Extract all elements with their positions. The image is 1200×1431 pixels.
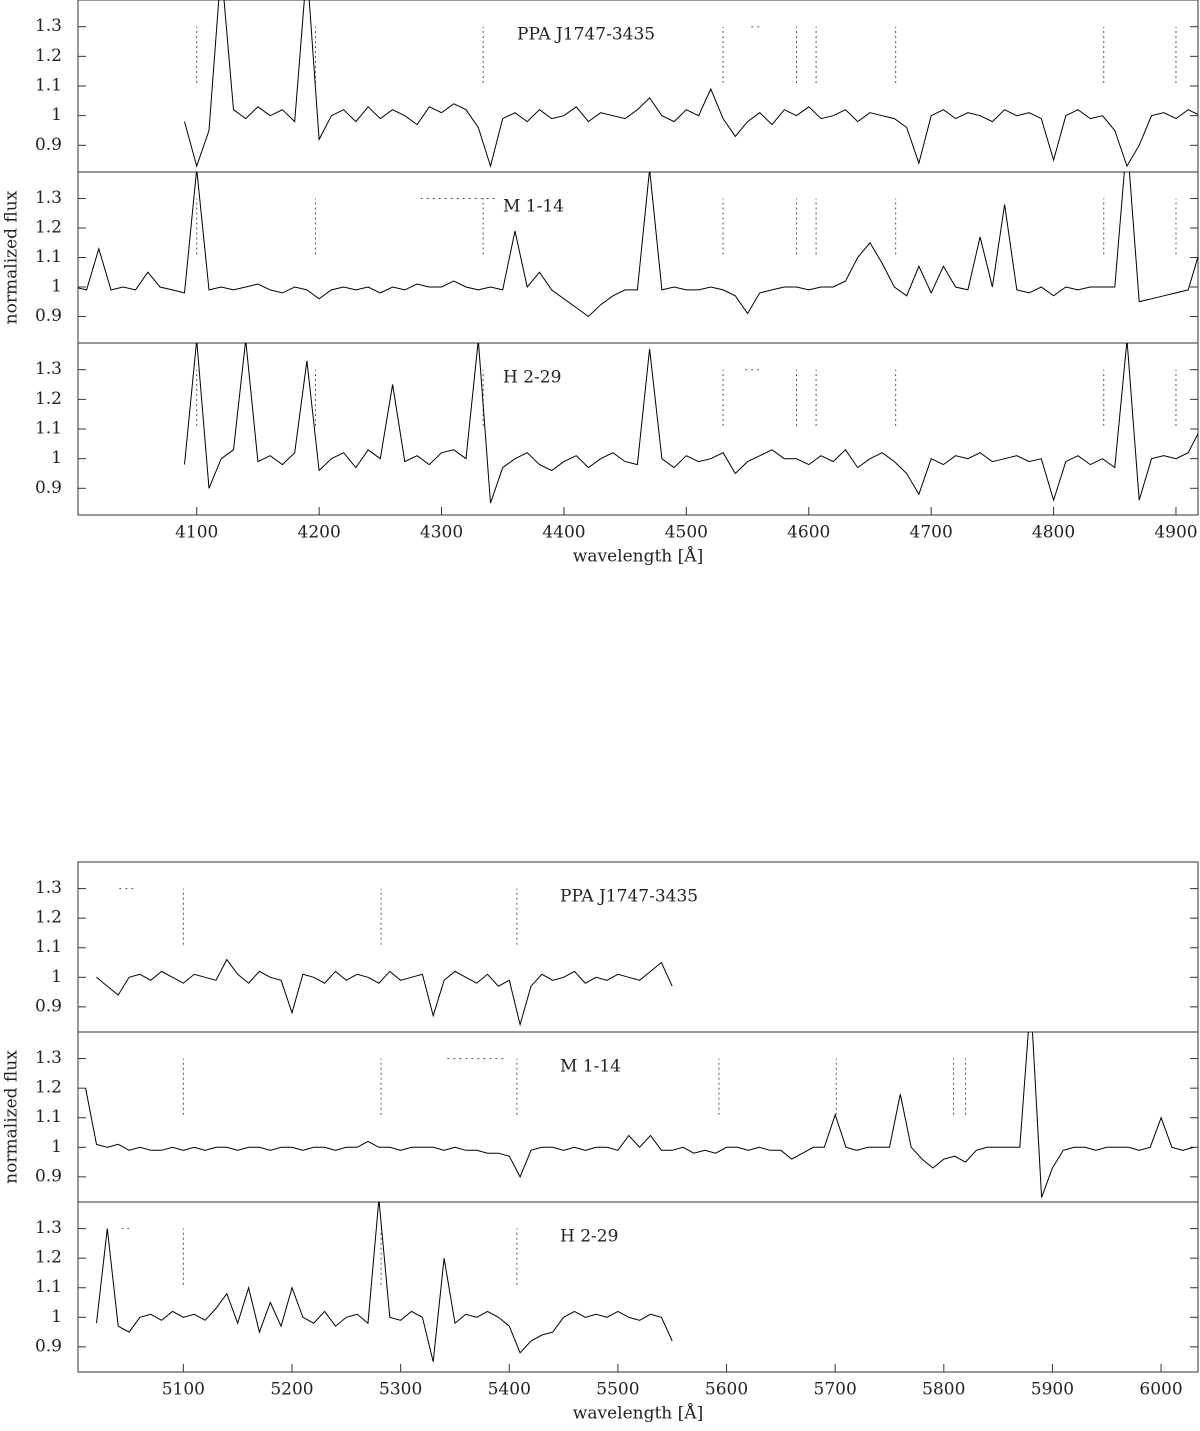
y-tick-label: 1.3 bbox=[35, 1218, 62, 1238]
y-tick-label: 1 bbox=[51, 1137, 62, 1157]
y-tick-label: 1.2 bbox=[35, 1078, 62, 1098]
x-tick-label: 5100 bbox=[162, 1380, 205, 1400]
y-tick-label: 1.2 bbox=[35, 389, 62, 409]
x-tick-label: 4500 bbox=[665, 523, 708, 543]
y-tick-label: 1.1 bbox=[35, 1277, 62, 1297]
x-tick-label: 5800 bbox=[922, 1380, 965, 1400]
x-tick-label: 6000 bbox=[1139, 1380, 1182, 1400]
x-tick-label: 4600 bbox=[787, 523, 830, 543]
y-tick-label: 1.3 bbox=[35, 359, 62, 379]
y-axis-label: normalized flux bbox=[2, 1050, 22, 1184]
y-tick-label: 1.3 bbox=[35, 878, 62, 898]
y-tick-label: 1.2 bbox=[35, 1248, 62, 1268]
panel-title: H 2-29 bbox=[503, 368, 561, 388]
x-tick-label: 5300 bbox=[379, 1380, 422, 1400]
y-tick-label: 1.2 bbox=[35, 218, 62, 238]
x-tick-label: 4400 bbox=[542, 523, 585, 543]
y-tick-label: 1 bbox=[51, 276, 62, 296]
y-tick-label: 1.1 bbox=[35, 419, 62, 439]
x-tick-label: 4900 bbox=[1154, 523, 1197, 543]
x-tick-label: 5500 bbox=[596, 1380, 639, 1400]
spectrum bbox=[96, 1202, 673, 1362]
y-tick-label: 1.3 bbox=[35, 188, 62, 208]
panel-frame bbox=[77, 171, 1199, 344]
panel-frame bbox=[77, 342, 1199, 516]
y-tick-label: 1 bbox=[51, 967, 62, 987]
x-tick-label: 5700 bbox=[814, 1380, 857, 1400]
panel-title: M 1-14 bbox=[560, 1057, 621, 1077]
x-tick-label: 4800 bbox=[1032, 523, 1075, 543]
y-tick-label: 0.9 bbox=[35, 996, 62, 1016]
x-tick-label: 5900 bbox=[1031, 1380, 1074, 1400]
x-tick-label: 4700 bbox=[910, 523, 953, 543]
y-axis-label: normalized flux bbox=[2, 190, 22, 324]
x-axis-label: wavelength [Å] bbox=[573, 546, 703, 567]
y-tick-label: 1 bbox=[51, 105, 62, 125]
panel-title: M 1-14 bbox=[503, 197, 564, 217]
y-tick-label: 1.3 bbox=[35, 1048, 62, 1068]
spectrum bbox=[184, 0, 1198, 168]
spectrum bbox=[85, 1032, 1194, 1198]
y-tick-label: 0.9 bbox=[35, 135, 62, 155]
y-tick-label: 1 bbox=[51, 448, 62, 468]
y-tick-label: 1.1 bbox=[35, 76, 62, 96]
y-tick-label: 1.3 bbox=[35, 16, 62, 36]
y-tick-label: 0.9 bbox=[35, 478, 62, 498]
panel-title: PPA J1747-3435 bbox=[517, 25, 655, 45]
x-tick-label: 4200 bbox=[298, 523, 341, 543]
panel-frame bbox=[77, 1201, 1199, 1373]
y-tick-label: 0.9 bbox=[35, 1336, 62, 1356]
y-tick-label: 0.9 bbox=[35, 306, 62, 326]
spectrum bbox=[78, 172, 1198, 318]
y-tick-label: 1.1 bbox=[35, 1107, 62, 1127]
x-tick-label: 5600 bbox=[705, 1380, 748, 1400]
spectrum bbox=[184, 343, 1198, 504]
panel-title: H 2-29 bbox=[560, 1227, 618, 1247]
x-tick-label: 5200 bbox=[270, 1380, 313, 1400]
x-tick-label: 5400 bbox=[488, 1380, 531, 1400]
y-tick-label: 1 bbox=[51, 1307, 62, 1327]
y-tick-label: 1.2 bbox=[35, 908, 62, 928]
spectrum bbox=[96, 958, 673, 1027]
y-tick-label: 1.1 bbox=[35, 247, 62, 267]
x-tick-label: 4300 bbox=[420, 523, 463, 543]
panel-title: PPA J1747-3435 bbox=[560, 887, 698, 907]
x-axis-label: wavelength [Å] bbox=[573, 1403, 703, 1424]
y-tick-label: 1.2 bbox=[35, 46, 62, 66]
panel-frame bbox=[77, 1031, 1199, 1203]
x-tick-label: 4100 bbox=[175, 523, 218, 543]
y-tick-label: 1.1 bbox=[35, 937, 62, 957]
y-tick-label: 0.9 bbox=[35, 1166, 62, 1186]
